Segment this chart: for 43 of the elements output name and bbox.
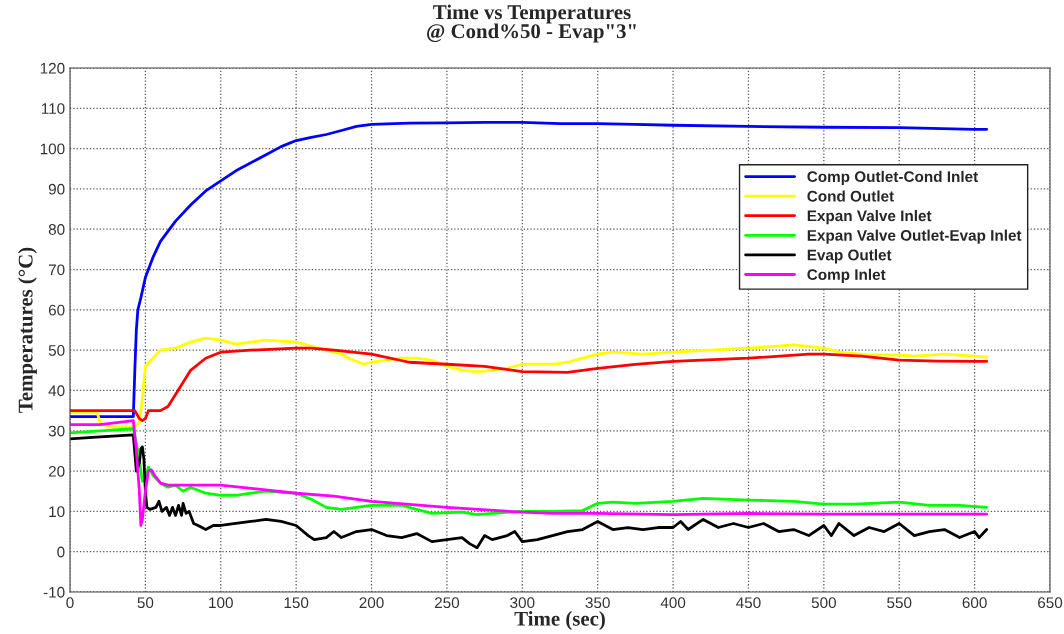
y-tick-label: 10 (49, 506, 65, 518)
legend-label: Cond Outlet (807, 190, 894, 202)
y-tick-label: 70 (48, 264, 65, 276)
chart-subtitle: @ Cond%50 - Evap"3" (427, 23, 636, 43)
x-tick-label: 550 (887, 597, 912, 609)
x-tick-label: 250 (434, 597, 460, 609)
line-series (70, 419, 989, 527)
x-axis-title: Time (sec) (514, 611, 605, 630)
y-tick-label: 60 (48, 304, 65, 316)
y-tick-label: 100 (40, 143, 65, 155)
y-tick-label: 90 (48, 183, 65, 195)
y-tick-label: 0 (57, 546, 65, 558)
y-tick-label: 40 (48, 385, 65, 397)
x-tick-label: 0 (66, 597, 74, 609)
y-tick-label: 110 (41, 103, 65, 114)
line-series (70, 433, 989, 550)
x-tick-label: 50 (137, 597, 154, 609)
legend-label: Expan Valve Inlet (807, 210, 932, 225)
line-series (70, 336, 989, 429)
x-tick-label: 200 (359, 597, 384, 609)
x-tick-label: 300 (510, 597, 535, 609)
x-tick-label: 500 (811, 597, 836, 609)
x-tick-label: 100 (209, 597, 233, 609)
y-tick-label: 80 (48, 224, 65, 235)
x-tick-label: 600 (962, 597, 987, 609)
legend-label: Comp Outlet-Cond Inlet (807, 170, 978, 186)
y-tick-label: 30 (48, 425, 65, 437)
y-axis-title: Temperatures (°C) (17, 247, 37, 413)
y-tick-label: 50 (48, 345, 65, 356)
y-tick-label: -10 (43, 586, 65, 598)
y-tick-label: 120 (40, 62, 65, 74)
legend-label: Comp Inlet (807, 268, 886, 284)
x-tick-label: 150 (284, 597, 309, 609)
legend-label: Evap Outlet (807, 249, 892, 264)
chart-title: Time vs Temperatures (433, 4, 631, 24)
x-tick-label: 450 (736, 597, 761, 609)
legend-label: Expan Valve Outlet-Evap Inlet (807, 229, 1022, 244)
x-tick-label: 350 (585, 597, 610, 609)
x-tick-label: 400 (660, 597, 686, 609)
line-series (70, 121, 989, 419)
line-series (70, 346, 989, 423)
x-tick-label: 650 (1038, 597, 1063, 609)
y-tick-label: 20 (48, 465, 65, 477)
